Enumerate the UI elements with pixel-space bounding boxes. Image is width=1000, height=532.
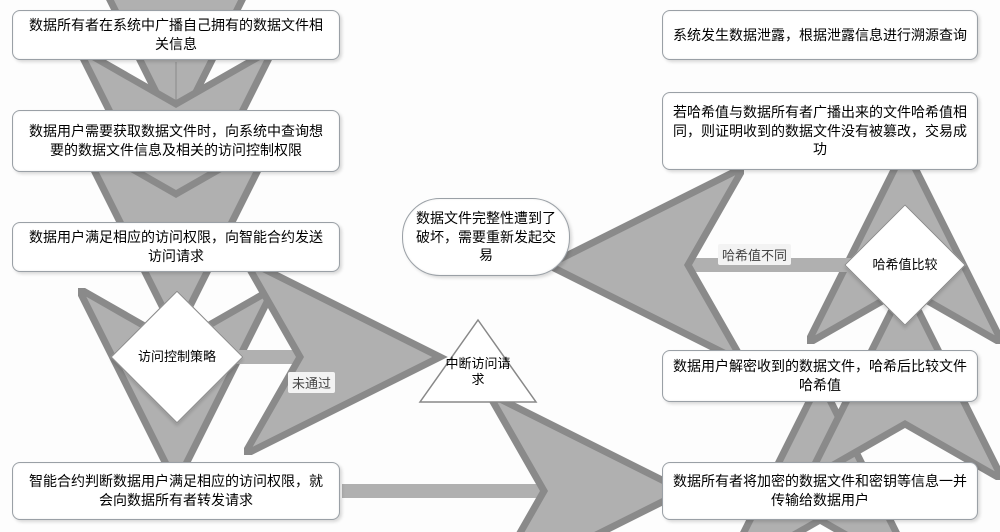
node-text: 数据所有者将加密的数据文件和密钥等信息一并传输给数据用户: [673, 472, 967, 510]
node-text: 数据所有者在系统中广播自己拥有的数据文件相关信息: [23, 16, 329, 54]
triangle-label: 中断访问请求: [444, 356, 512, 387]
node-query: 数据用户需要获取数据文件时，向系统中查询想要的数据文件信息及相关的访问控制权限: [12, 110, 340, 172]
node-integrity-broken: 数据文件完整性遭到了破坏，需要重新发起交易: [402, 198, 570, 276]
node-transmit-encrypted: 数据所有者将加密的数据文件和密钥等信息一并传输给数据用户: [662, 462, 978, 520]
decision-hash-compare: 哈希值比较: [862, 222, 948, 308]
label-fail: 未通过: [288, 372, 335, 393]
node-leak-trace: 系统发生数据泄露，根据泄露信息进行溯源查询: [662, 10, 978, 60]
node-text: 数据用户解密收到的数据文件，哈希后比较文件哈希值: [673, 357, 967, 395]
decision-label: 哈希值比较: [862, 222, 948, 308]
node-forward-request: 智能合约判断数据用户满足相应的访问权限，就会向数据所有者转发请求: [12, 462, 340, 520]
node-text: 数据文件完整性遭到了破坏，需要重新发起交易: [413, 209, 559, 266]
node-text: 数据用户满足相应的访问权限，向智能合约发送访问请求: [23, 228, 329, 266]
label-hash-diff: 哈希值不同: [718, 244, 791, 265]
decision-label: 访问控制策略: [130, 310, 224, 404]
node-interrupt-triangle: 中断访问请求: [418, 318, 538, 404]
node-broadcast: 数据所有者在系统中广播自己拥有的数据文件相关信息: [12, 10, 340, 60]
node-text: 智能合约判断数据用户满足相应的访问权限，就会向数据所有者转发请求: [23, 472, 329, 510]
node-text: 系统发生数据泄露，根据泄露信息进行溯源查询: [673, 26, 967, 45]
decision-access-policy: 访问控制策略: [130, 310, 224, 404]
node-send-request: 数据用户满足相应的访问权限，向智能合约发送访问请求: [12, 222, 340, 272]
node-text: 数据用户需要获取数据文件时，向系统中查询想要的数据文件信息及相关的访问控制权限: [23, 122, 329, 160]
node-hash-match: 若哈希值与数据所有者广播出来的文件哈希值相同，则证明收到的数据文件没有被篡改，交…: [662, 92, 978, 170]
node-decrypt-compare: 数据用户解密收到的数据文件，哈希后比较文件哈希值: [662, 350, 978, 402]
node-text: 若哈希值与数据所有者广播出来的文件哈希值相同，则证明收到的数据文件没有被篡改，交…: [673, 103, 967, 160]
